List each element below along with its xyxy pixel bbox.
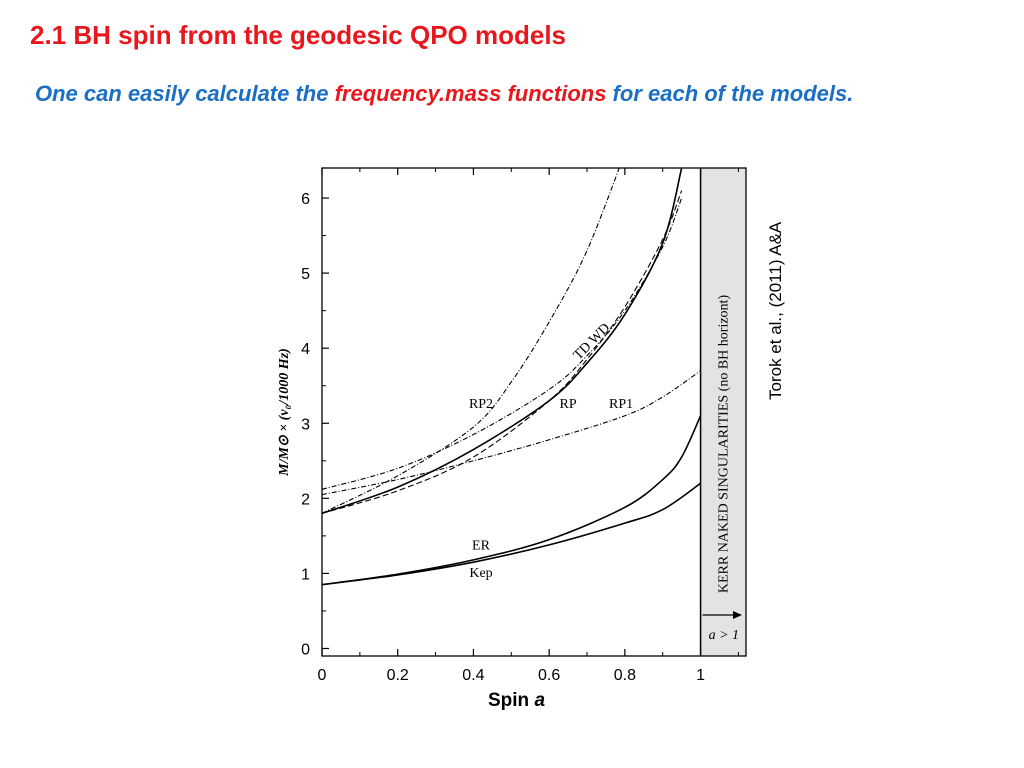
- subtitle-highlight-frequency-mass: frequency.mass: [334, 81, 502, 106]
- y-tick-label: 1: [301, 566, 310, 583]
- x-tick-label: 0.2: [387, 667, 409, 684]
- x-axis-label-text: Spin: [488, 690, 535, 711]
- x-tick-label: 0.4: [462, 667, 484, 684]
- y-tick-label: 4: [301, 341, 310, 358]
- curves: [322, 168, 701, 586]
- curve-label: RP: [560, 397, 577, 412]
- y-tick-label: 0: [301, 641, 310, 658]
- curve-rp2: [322, 168, 620, 514]
- x-tick-label: 0: [318, 667, 327, 684]
- curve-td: [322, 197, 683, 490]
- y-tick-label: 5: [301, 266, 310, 283]
- citation: Torok et al., (2011) A&A: [766, 221, 785, 400]
- x-axis-label: Spin a: [488, 690, 545, 712]
- curve-rp: [322, 168, 683, 515]
- subtitle-highlight-functions: functions: [507, 81, 607, 106]
- y-tick-label: 2: [301, 491, 310, 508]
- naked-singularity-label: KERR NAKED SINGULARITIES (no BH horizont…: [716, 295, 731, 594]
- x-tick-label: 1: [696, 667, 705, 684]
- y-tick-label: 6: [301, 191, 310, 208]
- curve-label: RP1: [609, 397, 633, 412]
- slide-subtitle: One can easily calculate the frequency.m…: [35, 76, 973, 112]
- subtitle-text-2: for each of the models.: [606, 81, 854, 106]
- curve-rp1: [322, 370, 701, 496]
- naked-singularity-region: [700, 168, 746, 656]
- y-axis-label: M/M⊙ × (ν₀/1000 Hz): [277, 348, 292, 477]
- x-tick-label: 0.8: [614, 667, 636, 684]
- curve-label: Kep: [469, 566, 492, 581]
- slide-title: 2.1 BH spin from the geodesic QPO models: [30, 20, 567, 50]
- curve-er: [322, 415, 701, 586]
- curve-kep: [322, 482, 701, 586]
- x-tick-label: 0.6: [538, 667, 560, 684]
- plot-frame: [321, 167, 747, 657]
- curve-wd: [322, 190, 683, 514]
- y-tick-label: 3: [301, 416, 310, 433]
- subtitle-text-1: One can easily calculate the: [35, 81, 335, 106]
- axis-ticks: 0 0.2 0.4 0.6 0.8 1 0 1 2 3 4 5 6: [301, 168, 739, 684]
- curve-label: RP2: [469, 397, 493, 412]
- x-axis-label-var: a: [534, 690, 546, 711]
- curve-label: ER: [472, 538, 491, 553]
- arrowhead-icon: [733, 611, 742, 619]
- region-arrow-label: a > 1: [709, 628, 739, 643]
